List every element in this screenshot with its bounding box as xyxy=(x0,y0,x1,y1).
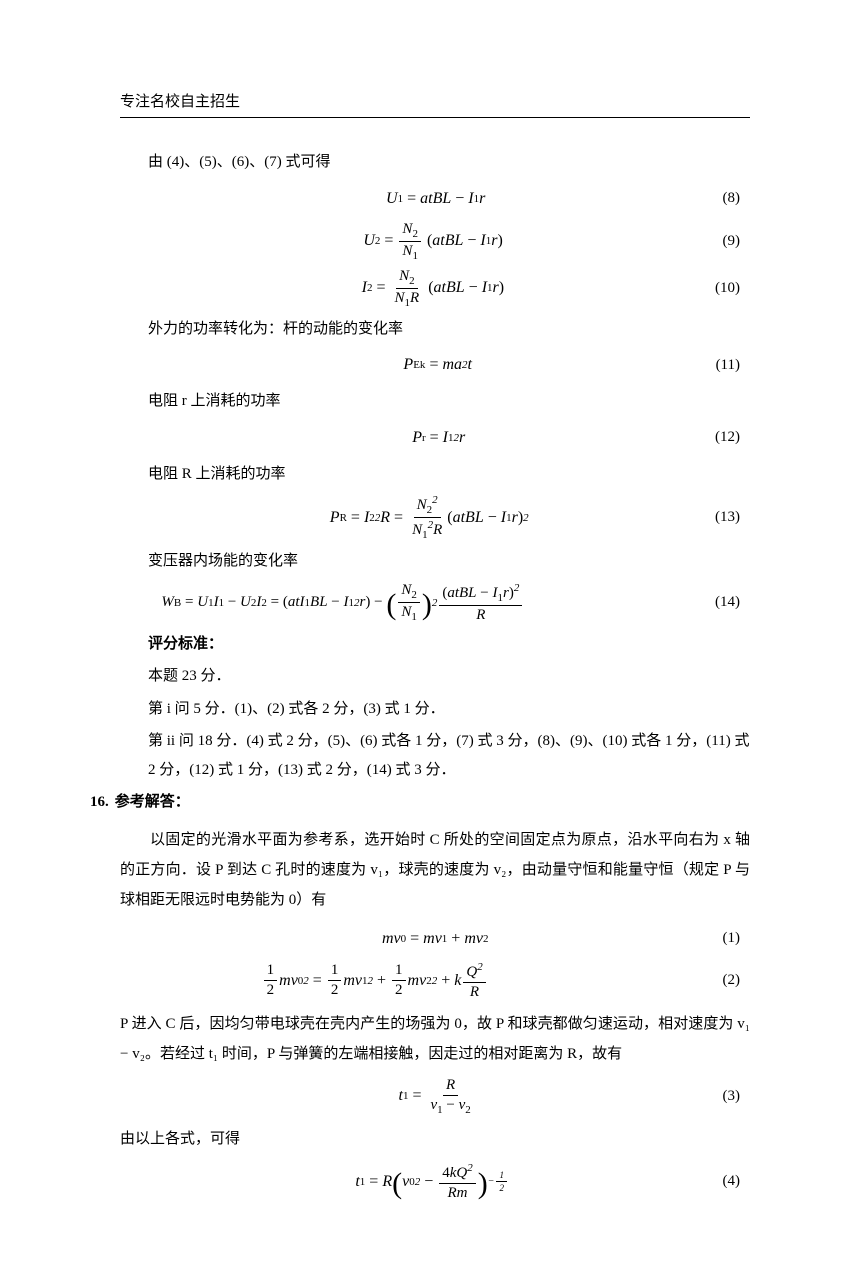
text-power-R: 电阻 R 上消耗的功率 xyxy=(120,460,750,489)
page-container: 专注名校自主招生 由 (4)、(5)、(6)、(7) 式可得 U1 = atBL… xyxy=(0,0,860,1268)
equation-9: U2 = N2 N1 (atBL − I1r) (9) xyxy=(120,221,750,262)
equation-number: (1) xyxy=(690,930,750,947)
question-16-heading: 16.参考解答： xyxy=(120,788,750,817)
equation-number: (9) xyxy=(690,233,750,250)
equation-number: (13) xyxy=(690,509,750,526)
text-power-ext: 外力的功率转化为：杆的动能的变化率 xyxy=(120,315,750,344)
q16-paragraph-1: 以固定的光滑水平面为参考系，选开始时 C 所处的空间固定点为原点，沿水平向右为 … xyxy=(120,825,750,915)
text-transformer-energy: 变压器内场能的变化率 xyxy=(120,547,750,576)
equation-number: (14) xyxy=(690,594,750,611)
equation-14: WB = U1I1 − U2I2 = ( atI1BL − I12r ) − (… xyxy=(120,582,750,624)
equation-number: (12) xyxy=(690,429,750,446)
grading-line-1: 本题 23 分． xyxy=(120,662,750,691)
equation-number: (10) xyxy=(690,280,750,297)
text-derive-intro: 由 (4)、(5)、(6)、(7) 式可得 xyxy=(120,148,750,177)
equation-number: (8) xyxy=(690,190,750,207)
q16-paragraph-2: P 进入 C 后，因均匀带电球壳在壳内产生的场强为 0，故 P 和球壳都做匀速运… xyxy=(120,1009,750,1069)
equation-number: (3) xyxy=(690,1088,750,1105)
equation-3b: t1 = R v1 − v2 (3) xyxy=(120,1077,750,1116)
equation-10: I2 = N2 N1R (atBL − I1r) (10) xyxy=(120,268,750,309)
grading-heading: 评分标准： xyxy=(120,630,750,659)
question-number: 16. xyxy=(90,794,115,810)
equation-8: U1 = atBL − I1r (8) xyxy=(120,183,750,215)
equation-12: Pr = I12r (12) xyxy=(120,422,750,454)
equation-11: PEk = ma2t (11) xyxy=(120,349,750,381)
equation-1b: mv0 = mv1 + mv2 (1) xyxy=(120,923,750,955)
equation-2b: 12 mv02 = 12 mv12 + 12 mv22 + k Q2 R (2) xyxy=(120,961,750,1001)
equation-number: (2) xyxy=(690,972,750,989)
page-header: 专注名校自主招生 xyxy=(120,90,750,118)
q16-paragraph-3: 由以上各式，可得 xyxy=(120,1124,750,1154)
text-power-r: 电阻 r 上消耗的功率 xyxy=(120,387,750,416)
equation-13: PR = I22R = N22 N12R (atBL − I1r)2 (13) xyxy=(120,494,750,541)
equation-number: (11) xyxy=(690,357,750,374)
grading-line-2: 第 i 问 5 分．(1)、(2) 式各 2 分，(3) 式 1 分． xyxy=(120,695,750,724)
grading-line-3: 第 ii 问 18 分．(4) 式 2 分，(5)、(6) 式各 1 分，(7)… xyxy=(120,727,750,784)
equation-number: (4) xyxy=(690,1173,750,1190)
equation-4b: t1 = R ( v02 − 4kQ2 Rm ) −12 (4) xyxy=(120,1162,750,1202)
